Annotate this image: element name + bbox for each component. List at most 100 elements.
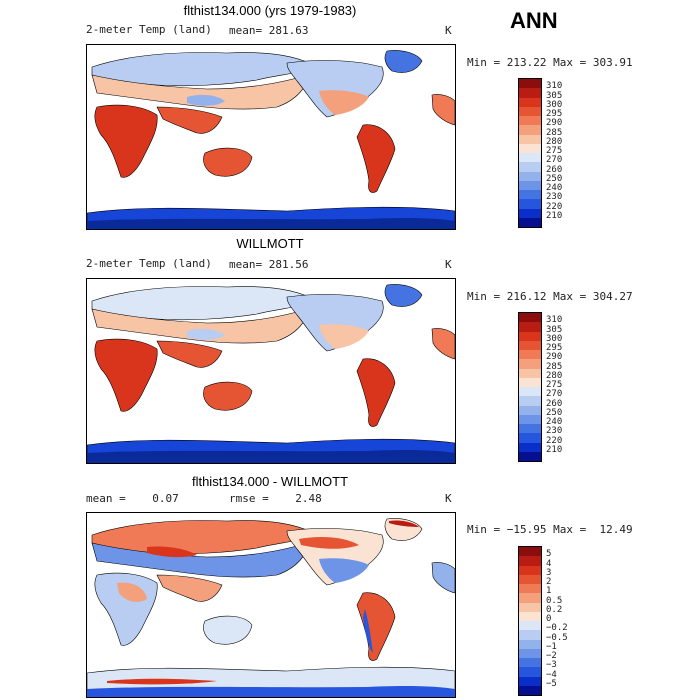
colorbar-tick-label: 310 — [546, 315, 563, 326]
colorbar-tick-label: 290 — [546, 118, 563, 129]
colorbar-tick-label: −5 — [546, 678, 557, 689]
panel-2-minmax: Min = 216.12 Max = 304.27 — [467, 290, 633, 303]
colorbar-tick-label: 275 — [546, 380, 563, 390]
antarctica-interior — [87, 217, 455, 229]
south-america-shape — [356, 358, 396, 427]
colorbar-tick-label: 0.5 — [546, 595, 563, 606]
colorbar-tick-label: 305 — [546, 90, 563, 101]
australia-shape — [203, 147, 253, 177]
colorbar-swatch — [519, 171, 541, 181]
greenland-shape — [384, 284, 423, 307]
colorbar-swatch — [519, 602, 541, 612]
colorbar-swatch — [519, 556, 541, 566]
colorbar-tick-label: −0.2 — [546, 623, 568, 634]
colorbar-swatch — [519, 405, 541, 415]
colorbar-swatch — [519, 630, 541, 640]
colorbar-tick-label: 220 — [546, 201, 563, 212]
colorbar-tick-label: 300 — [546, 99, 563, 110]
colorbar-swatch — [519, 593, 541, 603]
colorbar-tick-label: 260 — [546, 398, 563, 409]
colorbar-swatch — [519, 134, 541, 144]
colorbar-tick-label: 285 — [546, 127, 563, 138]
colorbar-tick-label: 290 — [546, 352, 563, 363]
colorbar-swatch — [519, 676, 541, 686]
panel-2-mean-label: mean= 281.56 — [229, 258, 309, 271]
tibet-shape — [187, 328, 225, 340]
antarctica-cold-band — [87, 685, 455, 697]
colorbar-tick-label: 285 — [546, 361, 563, 372]
colorbar-swatch — [519, 451, 541, 461]
colorbar-swatch — [519, 648, 541, 658]
colorbar-tick-label: 275 — [546, 146, 563, 156]
colorbar-tick-label: 295 — [546, 109, 563, 119]
colorbar-swatch — [519, 368, 541, 378]
colorbar-swatch — [519, 217, 541, 227]
eurasia-mid-shape — [91, 308, 308, 344]
usa-shape — [319, 90, 369, 115]
colorbar-tick-label: 270 — [546, 389, 563, 400]
colorbar-tick-label: 270 — [546, 155, 563, 166]
europe-east-edge — [431, 562, 455, 594]
colorbar-swatch — [519, 442, 541, 452]
panel-2-colorbar — [518, 312, 542, 462]
colorbar-tick-label: 210 — [546, 210, 563, 221]
andes-cold — [363, 609, 373, 653]
panel-2-unit-label: K — [445, 258, 452, 271]
panel-3-rmse-label: rmse = 2.48 — [229, 492, 322, 505]
colorbar-tick-label: 295 — [546, 343, 563, 353]
colorbar-swatch — [519, 547, 541, 557]
colorbar-swatch — [519, 414, 541, 424]
colorbar-swatch — [519, 667, 541, 677]
panel-1-title: flthist134.000 (yrs 1979-1983) — [183, 3, 357, 18]
panel-1-colorbar — [518, 78, 542, 228]
colorbar-swatch — [519, 639, 541, 649]
colorbar-tick-label: −1 — [546, 641, 557, 652]
panel-3-mean-label: mean = 0.07 — [86, 492, 179, 505]
colorbar-tick-label: 305 — [546, 324, 563, 335]
colorbar-tick-label: 210 — [546, 444, 563, 455]
colorbar-swatch — [519, 574, 541, 584]
africa-shape — [94, 104, 158, 178]
panel-1-minmax: Min = 213.22 Max = 303.91 — [467, 56, 633, 69]
colorbar-swatch — [519, 685, 541, 695]
colorbar-tick-label: 250 — [546, 407, 563, 418]
central-asia-warm — [147, 546, 197, 558]
colorbar-tick-label: 310 — [546, 81, 563, 92]
panel-1-variable-label: 2-meter Temp (land) — [86, 23, 212, 36]
colorbar-swatch — [519, 340, 541, 350]
europe-east-edge — [431, 328, 455, 360]
europe-east-edge — [431, 94, 455, 126]
africa-warm-patch — [117, 582, 147, 602]
colorbar-swatch — [519, 313, 541, 323]
eurasia-north-shape — [91, 286, 318, 321]
canada-warm — [299, 537, 359, 549]
panel-3-minmax: Min = −15.95 Max = 12.49 — [467, 523, 633, 536]
tibet-shape — [187, 94, 225, 106]
south-asia-shape — [156, 574, 223, 602]
colorbar-swatch — [519, 658, 541, 668]
colorbar-tick-label: 4 — [546, 558, 552, 569]
south-asia-shape — [156, 106, 223, 134]
colorbar-tick-label: 280 — [546, 370, 563, 381]
colorbar-swatch — [519, 79, 541, 89]
panel-3-map-canvas — [87, 518, 455, 697]
panel-3-map — [86, 512, 456, 698]
colorbar-tick-label: 220 — [546, 435, 563, 446]
colorbar-swatch — [519, 611, 541, 621]
panel-2-map — [86, 278, 456, 464]
colorbar-tick-label: 250 — [546, 173, 563, 184]
colorbar-swatch — [519, 143, 541, 153]
colorbar-swatch — [519, 97, 541, 107]
south-asia-shape — [156, 340, 223, 368]
colorbar-swatch — [519, 359, 541, 369]
colorbar-swatch — [519, 584, 541, 594]
season-label: ANN — [510, 8, 558, 33]
colorbar-swatch — [519, 350, 541, 360]
colorbar-tick-label: 240 — [546, 183, 563, 193]
antarctica-warm-band — [107, 678, 217, 685]
colorbar-swatch — [519, 190, 541, 200]
panel-2-title: WILLMOTT — [236, 236, 304, 251]
eurasia-north-shape — [91, 520, 318, 555]
colorbar-swatch — [519, 153, 541, 163]
colorbar-tick-label: 1 — [546, 586, 552, 597]
